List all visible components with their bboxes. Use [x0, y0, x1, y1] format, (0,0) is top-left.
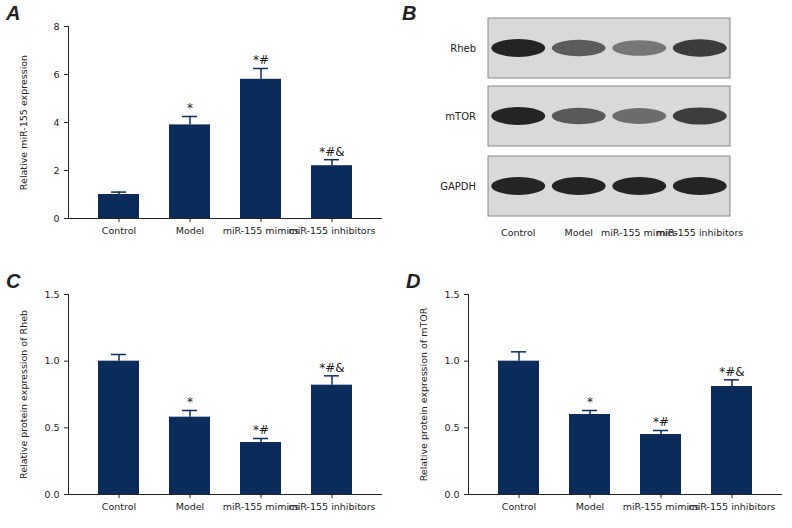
- svg-text:1.0: 1.0: [444, 355, 459, 366]
- svg-text:*#: *#: [253, 53, 269, 67]
- svg-text:*: *: [187, 395, 193, 409]
- svg-text:0.5: 0.5: [44, 422, 59, 433]
- svg-text:8: 8: [53, 21, 59, 32]
- svg-text:mTOR: mTOR: [445, 111, 476, 122]
- svg-text:*#&: *#&: [319, 145, 344, 159]
- svg-text:Control: Control: [102, 501, 136, 512]
- svg-text:Relative protein expression of: Relative protein expression of Rheb: [18, 310, 29, 479]
- html-text:D: D: [406, 270, 421, 292]
- svg-text:*#: *#: [653, 415, 669, 429]
- html-text:C: C: [6, 270, 21, 292]
- svg-text:Rheb: Rheb: [450, 43, 476, 54]
- svg-text:Model: Model: [176, 225, 205, 236]
- svg-text:miR-155 mimics: miR-155 mimics: [222, 501, 300, 513]
- svg-text:Model: Model: [576, 501, 605, 512]
- svg-text:*#&: *#&: [319, 361, 344, 375]
- svg-text:miR-155 inhibitors: miR-155 inhibitors: [288, 501, 375, 512]
- svg-text:0.0: 0.0: [44, 489, 59, 500]
- svg-text:6: 6: [53, 69, 59, 80]
- svg-text:Relative miR-155 expression: Relative miR-155 expression: [18, 55, 29, 190]
- svg-text:miR-155 mimics: miR-155 mimics: [222, 225, 300, 237]
- svg-text:0.0: 0.0: [444, 489, 459, 500]
- svg-text:miR-155 inhibitors: miR-155 inhibitors: [288, 225, 375, 236]
- svg-text:4: 4: [53, 117, 59, 128]
- svg-text:*#: *#: [253, 423, 269, 437]
- svg-text:miR-155 mimics: miR-155 mimics: [622, 501, 700, 513]
- svg-text:1.5: 1.5: [44, 289, 59, 300]
- svg-text:miR-155 inhibitors: miR-155 inhibitors: [688, 501, 775, 512]
- svg-text:miR-155 inhibitors: miR-155 inhibitors: [656, 227, 743, 238]
- svg-text:1.5: 1.5: [444, 289, 459, 300]
- svg-text:Control: Control: [501, 227, 535, 238]
- svg-text:*#&: *#&: [719, 365, 744, 379]
- svg-text:Control: Control: [502, 501, 536, 512]
- html-text:A: A: [6, 2, 21, 24]
- svg-text:Control: Control: [102, 225, 136, 236]
- svg-text:2: 2: [53, 165, 59, 176]
- svg-text:Model: Model: [564, 227, 593, 238]
- svg-text:*: *: [587, 395, 593, 409]
- svg-text:Relative protein expression of: Relative protein expression of mTOR: [418, 307, 429, 481]
- svg-text:0.5: 0.5: [444, 422, 459, 433]
- svg-text:1.0: 1.0: [44, 355, 59, 366]
- html-text:B: B: [402, 2, 417, 24]
- svg-text:0: 0: [53, 213, 59, 224]
- svg-text:miR-155 mimics: miR-155 mimics: [600, 227, 678, 238]
- svg-text:*: *: [187, 101, 193, 115]
- svg-text:Model: Model: [176, 501, 205, 512]
- svg-text:GAPDH: GAPDH: [440, 181, 476, 192]
